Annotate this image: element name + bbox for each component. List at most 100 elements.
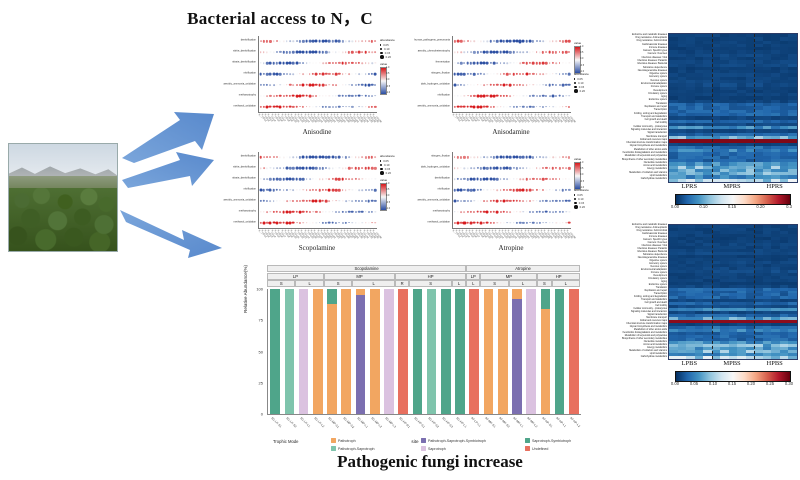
- dotplot-dot: [480, 200, 482, 202]
- heatmap-cell: [737, 60, 747, 64]
- dotplot-dot: [355, 106, 357, 108]
- heatmap-cell: [686, 57, 695, 61]
- dotplot-dot: [505, 83, 509, 87]
- dotplot-dot: [470, 199, 472, 202]
- dotplot-dot: [535, 188, 538, 192]
- dotplot-dot: [513, 62, 515, 64]
- heatmap-cell: [728, 287, 738, 291]
- heatmap-cell: [703, 299, 712, 303]
- dotplot-dot: [542, 167, 545, 170]
- heatmap-colorbar: [675, 194, 791, 205]
- dotplot-dot: [538, 210, 542, 214]
- heatmap-cell: [754, 326, 764, 330]
- dotplot-dot: [480, 40, 482, 43]
- heatmap-cell: [762, 37, 772, 41]
- dotplot-dot: [269, 83, 272, 86]
- heatmap-cell: [720, 80, 730, 84]
- dotplot-dot: [499, 155, 503, 159]
- color-legend-tick: -1.0: [580, 185, 585, 189]
- dotplot-dot: [568, 40, 571, 43]
- heatmap-cell: [771, 299, 781, 303]
- heatmap-cell: [677, 149, 687, 153]
- dotplot-dot: [515, 199, 519, 203]
- dotplot-dot: [558, 189, 561, 191]
- dotplot-dot: [483, 83, 486, 86]
- bar-chart-group-header: MP: [480, 272, 538, 280]
- heatmap-cell: [686, 290, 695, 294]
- heatmap-cell: [728, 80, 738, 84]
- dotplot-dot: [466, 199, 469, 202]
- dotplot-dot: [505, 50, 509, 54]
- bar-chart-facet-header: Atropine: [466, 265, 580, 272]
- heatmap-cell: [686, 326, 695, 330]
- heatmap-colorbar-ticks: 0.00 0.05 0.10 0.15 0.20 0.25 0.30: [668, 381, 796, 389]
- dotplot-dot: [489, 83, 492, 87]
- dotplot-dot: [512, 105, 515, 108]
- heatmap-cell: [771, 344, 781, 348]
- dotplot-dot: [302, 73, 305, 75]
- heatmap-cell: [754, 260, 764, 265]
- dotplot-dot: [295, 177, 299, 181]
- dotplot-dot: [551, 199, 555, 202]
- dotplot-dot: [263, 211, 265, 213]
- heatmap-cell: [762, 347, 772, 351]
- heatmap-cell: [788, 40, 797, 45]
- heatmap-cell: [686, 53, 695, 58]
- heatmap-cell: [703, 338, 712, 342]
- heatmap-cell: [720, 66, 730, 71]
- dotplot-dot: [321, 221, 325, 224]
- heatmap-cell: [788, 353, 797, 357]
- arrow-to-dotplots-mid: [118, 150, 218, 190]
- heatmap-cell: [677, 299, 687, 303]
- dotplot-dot: [269, 188, 272, 192]
- heatmap-cell: [720, 272, 730, 276]
- heatmap-cell: [728, 353, 738, 357]
- heatmap-cell: [737, 178, 747, 182]
- heatmap-cell: [720, 266, 730, 270]
- bar-chart-bar: [298, 289, 309, 414]
- dotplot-dot: [470, 156, 472, 159]
- heatmap-cell: [737, 119, 747, 124]
- dotplot-row-labels: human_pathogens_pneumonia aerobic_chemohe…: [394, 36, 452, 112]
- dotplot-dot: [347, 210, 351, 213]
- dotplot-dot: [555, 156, 557, 159]
- heatmap-cell: [745, 251, 755, 256]
- dotplot-row-label: aerobic_ammonia_oxidation: [417, 104, 450, 108]
- heatmap-cell: [686, 296, 695, 300]
- dotplot-dot: [479, 167, 482, 170]
- heatmap-cell: [694, 344, 704, 348]
- heatmap-cell: [779, 172, 789, 176]
- dotplot-dot: [334, 177, 338, 181]
- heatmap-cell: [669, 80, 678, 84]
- heatmap-cell: [745, 139, 755, 143]
- heatmap-cell: [762, 242, 772, 247]
- dotplot-dot: [305, 210, 308, 213]
- heatmap-cell: [728, 109, 738, 114]
- heatmap-cell: [788, 281, 797, 285]
- heatmap-cell: [669, 47, 678, 51]
- dotplot-dot: [299, 189, 301, 191]
- heatmap-cell: [703, 260, 712, 265]
- heatmap-cell: [686, 129, 695, 133]
- dotplot-dot: [292, 199, 295, 202]
- bar-chart-subgroup-header: L: [295, 280, 324, 287]
- heatmap-cell: [754, 290, 764, 294]
- heatmap-cell: [686, 40, 695, 45]
- heatmap-cell: [728, 281, 738, 285]
- heatmap-cell: [754, 89, 764, 94]
- heatmap-cell: [703, 314, 712, 318]
- heatmap-row-label: Signaling molecules and interaction: [630, 310, 667, 313]
- heatmap-x-group-label: MPBS: [723, 360, 741, 367]
- legend-swatch: [525, 438, 530, 443]
- heatmap-cell: [669, 172, 678, 176]
- dotplot-dot: [499, 50, 502, 54]
- dotplot-dot: [295, 40, 298, 43]
- dotplot-dot: [301, 94, 305, 98]
- heatmap-cell: [677, 311, 687, 315]
- heatmap-cell: [788, 172, 797, 176]
- dotplot-dot: [505, 199, 509, 203]
- heatmap-cell: [771, 281, 781, 285]
- size-legend-label: 0.20: [385, 55, 392, 59]
- heatmap-cell: [771, 227, 781, 232]
- heatmap-cell: [694, 155, 704, 160]
